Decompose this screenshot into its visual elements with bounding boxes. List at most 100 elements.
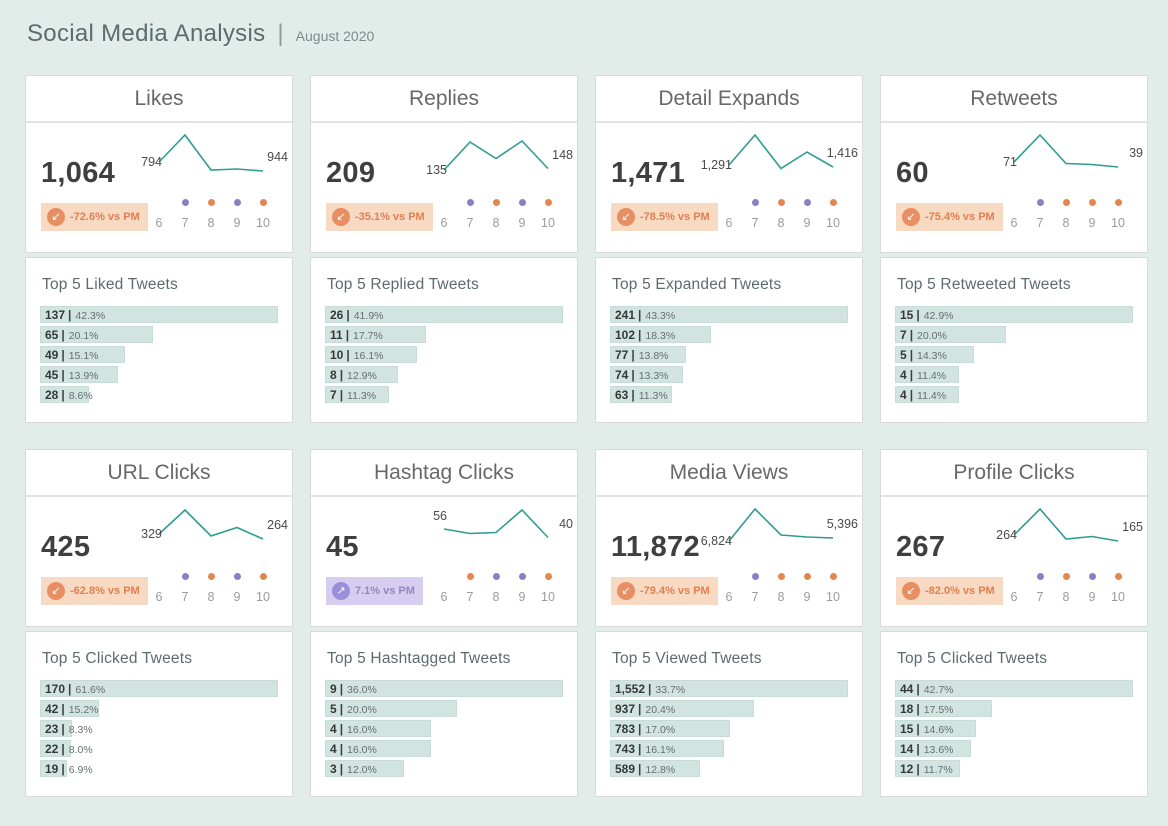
orange-dot-icon[interactable]	[259, 572, 267, 580]
top5-bar-row[interactable]: 4 | 16.0%	[325, 720, 563, 737]
top5-bar-row[interactable]: 10 | 16.1%	[325, 346, 563, 363]
orange-dot-icon[interactable]	[207, 198, 215, 206]
orange-dot-icon[interactable]	[1062, 198, 1070, 206]
orange-dot-icon[interactable]	[466, 572, 474, 580]
top5-bar-row[interactable]: 5 | 14.3%	[895, 346, 1133, 363]
top5-bar-row[interactable]: 15 | 14.6%	[895, 720, 1133, 737]
bar-percent: 42.3%	[75, 310, 106, 322]
top5-bar-row[interactable]: 7 | 20.0%	[895, 326, 1133, 343]
purple-dot-icon[interactable]	[181, 198, 189, 206]
x-tick-label: 8	[777, 590, 785, 604]
orange-dot-icon[interactable]	[777, 572, 785, 580]
top5-bar-row[interactable]: 12 | 11.7%	[895, 760, 1133, 777]
top5-bar-row[interactable]: 4 | 11.4%	[895, 386, 1133, 403]
sparkline-chart[interactable]	[421, 499, 571, 561]
top5-bar-row[interactable]: 137 | 42.3%	[40, 306, 278, 323]
x-tick-label: 9	[233, 590, 241, 604]
orange-dot-icon[interactable]	[544, 572, 552, 580]
bar-fill	[40, 306, 278, 323]
top5-bar-row[interactable]: 23 | 8.3%	[40, 720, 278, 737]
purple-dot-icon[interactable]	[181, 572, 189, 580]
orange-dot-icon[interactable]	[544, 198, 552, 206]
top5-bar-row[interactable]: 7 | 11.3%	[325, 386, 563, 403]
top5-bar-row[interactable]: 1,552 | 33.7%	[610, 680, 848, 697]
top5-bar-row[interactable]: 14 | 13.6%	[895, 740, 1133, 757]
top5-bar-row[interactable]: 4 | 16.0%	[325, 740, 563, 757]
top5-bar-row[interactable]: 19 | 6.9%	[40, 760, 278, 777]
sparkline-chart[interactable]	[706, 125, 856, 187]
top5-bar-row[interactable]: 42 | 15.2%	[40, 700, 278, 717]
sparkline-chart[interactable]	[421, 125, 571, 187]
top5-bar-row[interactable]: 9 | 36.0%	[325, 680, 563, 697]
top5-bar-row[interactable]: 8 | 12.9%	[325, 366, 563, 383]
purple-dot-icon[interactable]	[233, 572, 241, 580]
sparkline-column: 56 40 6 7 8 9 10	[421, 499, 573, 604]
orange-dot-icon[interactable]	[829, 572, 837, 580]
purple-dot-icon[interactable]	[803, 198, 811, 206]
dot-cell	[742, 195, 768, 209]
sparkline-column: 264 165 6 7 8 9 10	[991, 499, 1143, 604]
top5-bar-row[interactable]: 77 | 13.8%	[610, 346, 848, 363]
dot-cell	[1053, 569, 1079, 583]
orange-dot-icon[interactable]	[1114, 572, 1122, 580]
top5-bar-row[interactable]: 589 | 12.8%	[610, 760, 848, 777]
orange-dot-icon[interactable]	[803, 572, 811, 580]
bar-label: 170 | 61.6%	[40, 680, 278, 699]
top5-bar-row[interactable]: 170 | 61.6%	[40, 680, 278, 697]
kpi-value: 1,064	[41, 157, 116, 189]
top5-bar-row[interactable]: 63 | 11.3%	[610, 386, 848, 403]
top5-bar-row[interactable]: 783 | 17.0%	[610, 720, 848, 737]
sparkline-wrap: 56 40	[421, 499, 573, 561]
top5-bar-row[interactable]: 26 | 41.9%	[325, 306, 563, 323]
purple-dot-icon[interactable]	[1088, 572, 1096, 580]
top5-bar-row[interactable]: 5 | 20.0%	[325, 700, 563, 717]
bar-value: 743	[615, 742, 636, 756]
top5-bar-row[interactable]: 65 | 20.1%	[40, 326, 278, 343]
bar-label: 23 | 8.3%	[40, 720, 278, 739]
top5-bar-row[interactable]: 102 | 18.3%	[610, 326, 848, 343]
title-divider	[26, 121, 292, 123]
purple-dot-icon[interactable]	[233, 198, 241, 206]
top5-bar-row[interactable]: 4 | 11.4%	[895, 366, 1133, 383]
orange-dot-icon[interactable]	[259, 198, 267, 206]
top5-bar-row[interactable]: 22 | 8.0%	[40, 740, 278, 757]
orange-dot-icon[interactable]	[1088, 198, 1096, 206]
sparkline-chart[interactable]	[136, 499, 286, 561]
purple-dot-icon[interactable]	[518, 198, 526, 206]
orange-dot-icon[interactable]	[207, 572, 215, 580]
sparkline-chart[interactable]	[991, 499, 1141, 561]
top5-bar-row[interactable]: 11 | 17.7%	[325, 326, 563, 343]
purple-dot-icon[interactable]	[492, 572, 500, 580]
orange-dot-icon[interactable]	[777, 198, 785, 206]
top5-bar-row[interactable]: 15 | 42.9%	[895, 306, 1133, 323]
orange-dot-icon[interactable]	[1062, 572, 1070, 580]
metric-box: Retweets 60 ↙ -75.4% vs PM 71 39	[880, 75, 1148, 253]
dot-cell	[509, 195, 535, 209]
top5-bar-row[interactable]: 44 | 42.7%	[895, 680, 1133, 697]
metric-card: Hashtag Clicks 45 ↗ 7.1% vs PM 56 40	[310, 449, 578, 797]
sparkline-chart[interactable]	[991, 125, 1141, 187]
top5-bar-row[interactable]: 241 | 43.3%	[610, 306, 848, 323]
top5-bar-row[interactable]: 3 | 12.0%	[325, 760, 563, 777]
orange-dot-icon[interactable]	[1114, 198, 1122, 206]
sparkline-chart[interactable]	[136, 125, 286, 187]
orange-dot-icon[interactable]	[492, 198, 500, 206]
cards-grid: Likes 1,064 ↙ -72.6% vs PM 794 944	[25, 75, 1168, 797]
purple-dot-icon[interactable]	[518, 572, 526, 580]
top5-bar-row[interactable]: 28 | 8.6%	[40, 386, 278, 403]
purple-dot-icon[interactable]	[1036, 198, 1044, 206]
top5-bar-row[interactable]: 74 | 13.3%	[610, 366, 848, 383]
sparkline-path	[443, 139, 549, 171]
purple-dot-icon[interactable]	[1036, 572, 1044, 580]
top5-bar-row[interactable]: 18 | 17.5%	[895, 700, 1133, 717]
top5-bar-row[interactable]: 937 | 20.4%	[610, 700, 848, 717]
purple-dot-icon[interactable]	[751, 198, 759, 206]
bar-value: 28	[45, 388, 59, 402]
top5-bar-row[interactable]: 49 | 15.1%	[40, 346, 278, 363]
purple-dot-icon[interactable]	[751, 572, 759, 580]
top5-bar-row[interactable]: 45 | 13.9%	[40, 366, 278, 383]
sparkline-chart[interactable]	[706, 499, 856, 561]
orange-dot-icon[interactable]	[829, 198, 837, 206]
purple-dot-icon[interactable]	[466, 198, 474, 206]
top5-bar-row[interactable]: 743 | 16.1%	[610, 740, 848, 757]
